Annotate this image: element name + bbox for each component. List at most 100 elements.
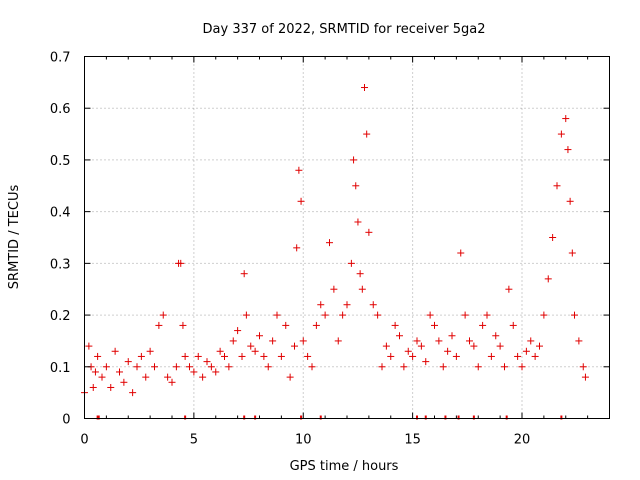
- y-axis-label: SRMTID / TECUs: [7, 185, 22, 290]
- data-point: [240, 270, 248, 278]
- data-point: [85, 342, 93, 350]
- data-point: [514, 352, 522, 360]
- data-point: [159, 311, 167, 319]
- data-point: [291, 342, 298, 350]
- data-point: [444, 347, 452, 355]
- data-point: [527, 337, 535, 345]
- data-point: [321, 311, 329, 319]
- data-point: [137, 352, 145, 360]
- y-tick-label: 0.7: [50, 51, 71, 66]
- data-point: [571, 311, 578, 319]
- data-point: [190, 368, 198, 376]
- data-point: [260, 352, 268, 360]
- data-point: [168, 378, 176, 386]
- data-point: [387, 352, 395, 360]
- data-point: [151, 363, 158, 371]
- data-point: [363, 130, 371, 138]
- data-point: [540, 311, 548, 319]
- data-point: [461, 311, 469, 319]
- x-tick-label: 20: [514, 433, 531, 448]
- data-point: [492, 332, 500, 340]
- data-point: [466, 337, 473, 345]
- data-point: [557, 130, 565, 138]
- data-point: [562, 115, 570, 123]
- data-point: [179, 321, 187, 329]
- data-point: [299, 337, 307, 345]
- data-point: [107, 383, 115, 391]
- data-point: [238, 352, 246, 360]
- data-point: [242, 311, 250, 319]
- data-point: [566, 197, 574, 205]
- data-point: [374, 311, 382, 319]
- data-point: [404, 347, 412, 355]
- data-point: [501, 363, 508, 371]
- plot-frame: [84, 56, 610, 419]
- data-point: [361, 84, 368, 92]
- y-tick-label: 0.4: [50, 206, 71, 221]
- data-point: [334, 337, 342, 345]
- data-point: [155, 321, 163, 329]
- data-point: [422, 358, 430, 366]
- data-point: [356, 270, 364, 278]
- data-point: [269, 337, 277, 345]
- data-point: [470, 342, 478, 350]
- data-point: [518, 363, 526, 371]
- data-point: [282, 321, 290, 329]
- data-point: [483, 311, 491, 319]
- data-point: [98, 373, 106, 381]
- axis-ticks: 0 5 10 15 20 0 0.1 0.2 0.3 0.4 0.5 0.6 0.7: [50, 51, 610, 448]
- data-point: [133, 363, 141, 371]
- data-point: [354, 218, 362, 226]
- data-point: [549, 234, 557, 241]
- data-point: [317, 301, 325, 309]
- data-point: [339, 311, 347, 319]
- data-point: [382, 342, 390, 350]
- data-point: [553, 182, 561, 190]
- data-point: [457, 249, 465, 257]
- data-point: [293, 244, 301, 252]
- x-axis-label: GPS time / hours: [290, 459, 399, 474]
- data-point: [295, 166, 303, 174]
- data-point: [365, 228, 373, 236]
- data-point: [203, 358, 211, 366]
- data-point: [286, 373, 294, 381]
- data-point: [142, 373, 150, 381]
- data-point: [358, 285, 366, 293]
- chart-title: Day 337 of 2022, SRMTID for receiver 5ga…: [203, 22, 486, 37]
- data-point: [474, 363, 482, 371]
- x-tick-label: 0: [80, 433, 88, 448]
- data-point: [448, 332, 456, 340]
- data-point: [330, 285, 338, 293]
- data-point: [431, 321, 438, 329]
- data-point: [544, 275, 552, 283]
- data-point: [496, 342, 504, 350]
- data-point: [186, 363, 193, 371]
- data-point: [352, 182, 360, 190]
- data-point: [568, 249, 576, 257]
- data-point: [350, 156, 358, 164]
- data-point: [251, 347, 259, 355]
- data-point: [146, 347, 154, 355]
- data-point: [273, 311, 281, 319]
- y-tick-label: 0.1: [50, 361, 71, 376]
- data-point: [579, 363, 587, 371]
- data-point: [277, 352, 285, 360]
- data-points: [81, 84, 589, 397]
- data-point: [264, 363, 272, 371]
- data-point: [396, 332, 403, 340]
- data-point: [297, 197, 305, 205]
- data-point: [487, 352, 495, 360]
- data-point: [194, 352, 202, 360]
- data-point: [536, 342, 543, 350]
- data-point: [89, 383, 97, 391]
- data-point: [207, 363, 215, 371]
- data-point: [94, 352, 102, 360]
- data-point: [369, 301, 377, 309]
- data-point: [575, 337, 583, 345]
- x-tick-label: 15: [404, 433, 421, 448]
- data-point: [229, 337, 237, 345]
- data-point: [212, 368, 220, 376]
- data-point: [124, 358, 132, 366]
- data-point: [326, 239, 333, 247]
- data-point: [439, 363, 447, 371]
